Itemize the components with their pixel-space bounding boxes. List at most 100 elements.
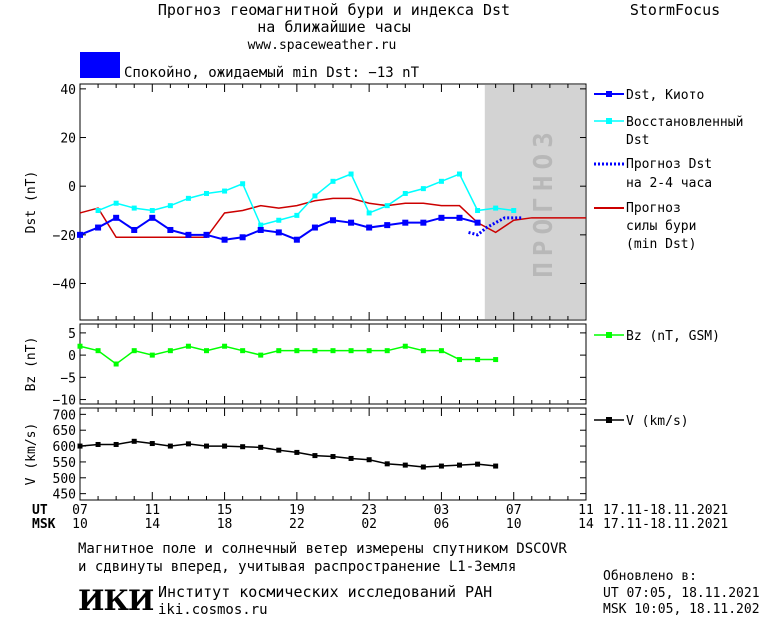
legend-storm-forecast-label-2: силы бури (626, 219, 696, 234)
restored-dst-point (402, 190, 408, 196)
msk-tick-label: 06 (434, 517, 450, 532)
legend-restored-dst-marker (606, 118, 612, 124)
legend-dst-kyoto-label: Dst, Киото (626, 88, 704, 103)
msk-label: MSK (32, 517, 56, 532)
v-point (384, 461, 390, 467)
dst-kyoto-point (330, 217, 336, 224)
dst-kyoto-point (149, 214, 156, 221)
bz-point (258, 352, 264, 358)
v-point (475, 461, 481, 467)
msk-tick-label: 10 (72, 517, 88, 532)
v-point (366, 457, 372, 463)
dst-kyoto-point (221, 236, 228, 243)
legend-dst-forecast-label-2: на 2-4 часа (626, 176, 712, 191)
y-tick-label: 700 (53, 408, 76, 423)
restored-dst-point (113, 200, 119, 206)
bz-axis-label: Bz (nT) (24, 337, 39, 392)
y-tick-label: 450 (53, 488, 76, 503)
y-tick-label: 600 (53, 440, 76, 455)
dst-kyoto-point (77, 231, 83, 238)
v-point (95, 441, 101, 447)
legend-storm-forecast-label-1: Прогноз (626, 201, 681, 216)
v-axis-label: V (km/s) (24, 423, 39, 486)
footer-note-1: Магнитное поле и солнечный ветер измерен… (78, 541, 567, 557)
v-point (131, 438, 137, 444)
legend-dst-kyoto-marker (606, 91, 612, 97)
v-point (185, 441, 191, 447)
restored-dst-point (511, 208, 517, 214)
bz-point (276, 348, 282, 354)
institute-site: iki.cosmos.ru (158, 602, 268, 618)
v-point (438, 463, 444, 469)
restored-dst-point (457, 171, 462, 177)
y-tick-label: 650 (53, 424, 76, 439)
updated-ut: UT 07:05, 18.11.2021 (603, 586, 760, 601)
v-point (222, 443, 228, 449)
dst-kyoto-point (384, 222, 391, 229)
dst-kyoto-point (275, 229, 282, 236)
series-layer (77, 171, 586, 470)
dst-kyoto-point (438, 214, 445, 221)
msk-tick-label: 14 (578, 517, 594, 532)
bz-line (79, 345, 496, 365)
bz-point (113, 361, 119, 367)
restored-dst-point (240, 181, 246, 187)
y-tick-label: −40 (53, 278, 76, 293)
legend-dst-forecast-label-1: Прогноз Dst (626, 157, 712, 172)
msk-date-range: 17.11-18.11.2021 (603, 517, 728, 532)
v-point (258, 444, 264, 450)
bz-point (95, 348, 101, 354)
ut-label: UT (32, 503, 48, 518)
restored-dst-point (95, 208, 101, 214)
bz-point (366, 348, 372, 354)
v-point (402, 462, 408, 468)
v-point (294, 449, 300, 455)
restored-dst-point (222, 188, 228, 194)
bz-point (167, 348, 173, 354)
v-point (167, 443, 173, 449)
bz-point (312, 348, 318, 354)
dst-kyoto-point (402, 219, 409, 226)
dst-axis-label: Dst (nT) (24, 171, 39, 234)
y-tick-label: 0 (68, 180, 76, 195)
restored-dst-point (204, 190, 209, 196)
dst-kyoto-point (239, 234, 246, 241)
bz-point (240, 348, 246, 354)
bz-point (384, 348, 390, 354)
bz-point (77, 343, 83, 349)
bz-point (402, 343, 408, 349)
bz-panel-frame (79, 323, 587, 405)
v-point (240, 444, 246, 450)
y-tick-label: −20 (53, 229, 76, 244)
ut-tick-label: 07 (72, 503, 88, 518)
ut-tick-label: 07 (506, 503, 522, 518)
restored-dst-point (366, 210, 372, 216)
y-tick-label: 550 (53, 456, 76, 471)
dst-kyoto-point (348, 219, 355, 226)
v-line (79, 440, 496, 468)
msk-tick-label: 22 (289, 517, 305, 532)
iki-logo: ИКИ (78, 584, 154, 617)
status-color-swatch (80, 52, 120, 78)
title-line-1: Прогноз геомагнитной бури и индекса Dst (158, 1, 510, 19)
y-tick-label: −5 (60, 371, 76, 386)
status-text: Спокойно, ожидаемый min Dst: −13 nT (124, 65, 420, 81)
bz-point (457, 357, 462, 363)
restored-dst-point (167, 203, 173, 209)
restored-dst-line (97, 173, 514, 227)
ut-tick-label: 15 (217, 503, 233, 518)
legend-restored-dst-label-1: Восстановленный (626, 115, 743, 130)
msk-tick-label: 02 (361, 517, 377, 532)
bz-point (294, 348, 300, 354)
v-point (149, 441, 155, 447)
dst-kyoto-point (474, 219, 481, 226)
restored-dst-point (294, 212, 300, 218)
v-point (77, 443, 83, 449)
legend-v-label: V (km/s) (626, 414, 689, 429)
v-point (330, 454, 336, 460)
dst-kyoto-point (167, 226, 174, 233)
dst-kyoto-point (131, 226, 138, 233)
bz-point (131, 348, 137, 354)
legend-storm-forecast-label-3: (min Dst) (626, 237, 696, 252)
